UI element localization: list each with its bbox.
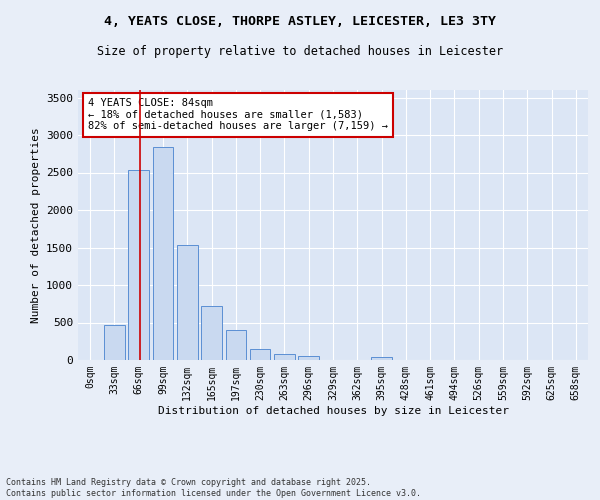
- Bar: [177, 245, 197, 360]
- Bar: [371, 356, 392, 360]
- X-axis label: Distribution of detached houses by size in Leicester: Distribution of detached houses by size …: [157, 406, 509, 415]
- Bar: [226, 330, 246, 360]
- Text: Size of property relative to detached houses in Leicester: Size of property relative to detached ho…: [97, 45, 503, 58]
- Y-axis label: Number of detached properties: Number of detached properties: [31, 127, 41, 323]
- Bar: [104, 325, 125, 360]
- Bar: [152, 147, 173, 360]
- Bar: [274, 354, 295, 360]
- Bar: [128, 170, 149, 360]
- Text: 4, YEATS CLOSE, THORPE ASTLEY, LEICESTER, LE3 3TY: 4, YEATS CLOSE, THORPE ASTLEY, LEICESTER…: [104, 15, 496, 28]
- Bar: [201, 306, 222, 360]
- Bar: [250, 349, 271, 360]
- Text: Contains HM Land Registry data © Crown copyright and database right 2025.
Contai: Contains HM Land Registry data © Crown c…: [6, 478, 421, 498]
- Text: 4 YEATS CLOSE: 84sqm
← 18% of detached houses are smaller (1,583)
82% of semi-de: 4 YEATS CLOSE: 84sqm ← 18% of detached h…: [88, 98, 388, 132]
- Bar: [298, 356, 319, 360]
